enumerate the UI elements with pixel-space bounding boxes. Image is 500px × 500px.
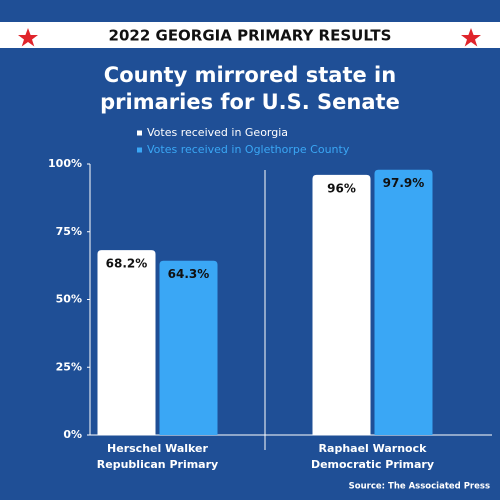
y-tick-label: 75% <box>56 225 82 238</box>
x-tick-sublabel: Democratic Primary <box>311 458 434 471</box>
value-label: 97.9% <box>383 176 425 190</box>
value-label: 64.3% <box>168 267 210 281</box>
x-tick-label: Herschel Walker <box>107 442 208 455</box>
banner-background <box>0 22 500 48</box>
legend-swatch <box>137 130 142 136</box>
bar <box>97 250 156 435</box>
bar <box>159 260 218 435</box>
value-label: 96% <box>327 181 356 195</box>
y-tick-label: 50% <box>56 293 82 306</box>
value-label: 68.2% <box>106 257 148 271</box>
x-tick-label: Raphael Warnock <box>319 442 428 455</box>
banner-title: 2022 GEORGIA PRIMARY RESULTS <box>109 27 392 45</box>
y-tick-label: 0% <box>63 428 82 441</box>
star <box>18 28 38 47</box>
legend-label: Votes received in Oglethorpe County <box>147 143 350 156</box>
chart-title: County mirrored state in primaries for U… <box>100 63 400 114</box>
legend-swatch <box>137 147 142 153</box>
source: Source: The Associated Press <box>349 482 490 492</box>
y-tick-label: 100% <box>48 157 82 170</box>
bar <box>312 174 371 435</box>
y-tick-label: 25% <box>56 360 82 373</box>
x-tick-sublabel: Republican Primary <box>97 458 218 471</box>
bar <box>374 169 433 436</box>
legend-label: Votes received in Georgia <box>147 126 288 139</box>
star <box>461 28 481 47</box>
